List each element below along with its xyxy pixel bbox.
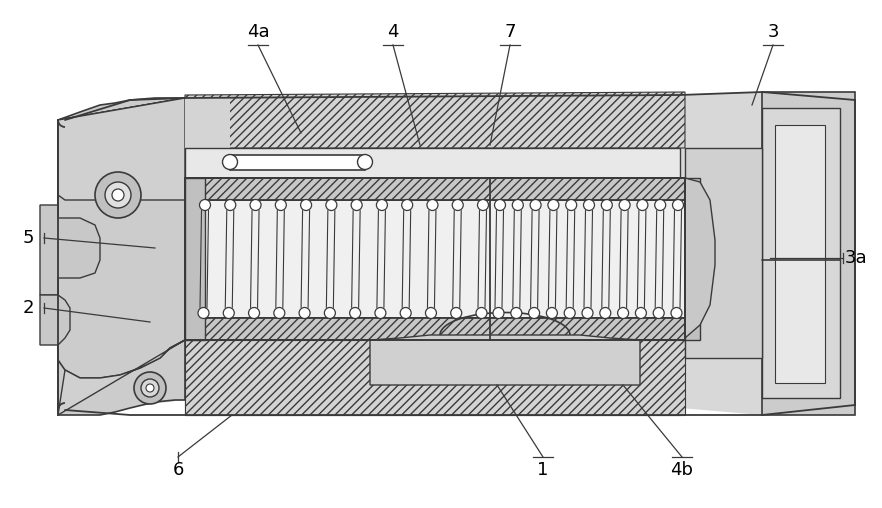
Bar [185, 148, 680, 178]
Circle shape [325, 200, 337, 210]
Circle shape [401, 200, 413, 210]
Circle shape [400, 307, 411, 319]
Circle shape [249, 307, 259, 319]
Circle shape [198, 307, 209, 319]
Circle shape [564, 307, 575, 319]
Polygon shape [58, 98, 185, 415]
Bar [185, 360, 680, 415]
Text: 1: 1 [537, 461, 549, 479]
Polygon shape [185, 92, 685, 148]
Circle shape [582, 307, 593, 319]
Bar [185, 178, 685, 200]
Circle shape [325, 307, 335, 319]
Circle shape [528, 307, 540, 319]
Circle shape [141, 379, 159, 397]
Polygon shape [58, 92, 855, 415]
Circle shape [511, 307, 522, 319]
Polygon shape [58, 98, 185, 148]
Circle shape [476, 307, 487, 319]
Circle shape [671, 307, 682, 319]
Text: 6: 6 [172, 461, 183, 479]
Text: 3: 3 [767, 23, 779, 41]
Circle shape [547, 307, 557, 319]
Text: 7: 7 [505, 23, 516, 41]
Circle shape [222, 154, 237, 170]
Text: 4: 4 [387, 23, 399, 41]
Bar [185, 178, 685, 340]
Circle shape [375, 307, 386, 319]
Polygon shape [40, 295, 70, 345]
Text: 5: 5 [22, 229, 34, 247]
Bar [230, 155, 365, 170]
Bar [685, 178, 700, 340]
Bar [762, 92, 855, 415]
Bar [185, 178, 205, 340]
Circle shape [112, 189, 124, 201]
Polygon shape [58, 98, 185, 200]
Polygon shape [40, 205, 100, 295]
Bar [185, 95, 680, 148]
Circle shape [654, 307, 664, 319]
Text: 2: 2 [22, 299, 34, 317]
Circle shape [377, 200, 387, 210]
Circle shape [617, 307, 629, 319]
Circle shape [105, 182, 131, 208]
Circle shape [452, 200, 463, 210]
Bar [185, 200, 685, 318]
Circle shape [299, 307, 310, 319]
Bar [685, 148, 762, 358]
Bar [775, 125, 825, 383]
Circle shape [349, 307, 361, 319]
Circle shape [250, 200, 261, 210]
Text: 3a: 3a [845, 249, 867, 267]
Circle shape [654, 200, 666, 210]
Circle shape [427, 200, 438, 210]
Circle shape [530, 200, 541, 210]
Circle shape [477, 200, 489, 210]
Text: 4b: 4b [670, 461, 693, 479]
Circle shape [425, 307, 437, 319]
Circle shape [635, 307, 647, 319]
Circle shape [301, 200, 311, 210]
Circle shape [672, 200, 684, 210]
Bar [762, 108, 840, 398]
Polygon shape [685, 178, 715, 338]
Circle shape [600, 307, 611, 319]
Circle shape [493, 307, 504, 319]
Circle shape [134, 372, 166, 404]
Circle shape [584, 200, 594, 210]
Bar [185, 318, 685, 340]
Circle shape [548, 200, 559, 210]
Circle shape [146, 384, 154, 392]
Polygon shape [185, 98, 230, 148]
Circle shape [357, 154, 372, 170]
Circle shape [223, 307, 235, 319]
Circle shape [351, 200, 363, 210]
Text: 4a: 4a [247, 23, 269, 41]
Polygon shape [58, 98, 185, 378]
Circle shape [451, 307, 462, 319]
Polygon shape [370, 335, 640, 385]
Polygon shape [185, 340, 685, 415]
Circle shape [637, 200, 648, 210]
Circle shape [602, 200, 612, 210]
Polygon shape [58, 340, 185, 415]
Circle shape [273, 307, 285, 319]
Circle shape [512, 200, 523, 210]
Circle shape [225, 200, 235, 210]
Circle shape [95, 172, 141, 218]
Circle shape [275, 200, 287, 210]
Circle shape [199, 200, 211, 210]
Circle shape [495, 200, 505, 210]
Circle shape [565, 200, 577, 210]
Circle shape [619, 200, 630, 210]
